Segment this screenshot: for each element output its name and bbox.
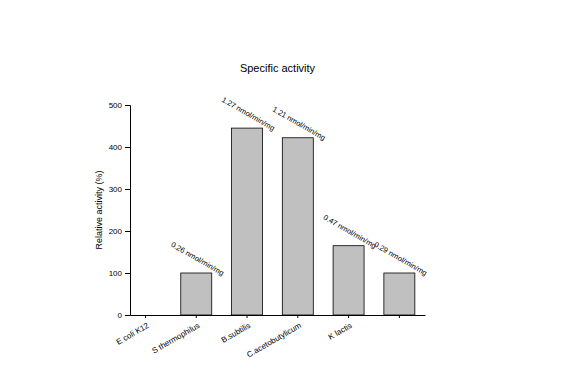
x-tick: K lactis xyxy=(327,315,354,342)
x-tick: C.acetobutylicum xyxy=(245,315,303,359)
y-axis-line xyxy=(125,106,131,316)
y-tick-mark xyxy=(125,147,130,148)
bar-annotation: 0.26 nmol/min/mg xyxy=(169,240,225,278)
y-tick-label: 100 xyxy=(109,269,123,278)
bar xyxy=(181,273,212,315)
x-tick-label: S thermophilus xyxy=(151,321,202,355)
x-tick-mark xyxy=(196,315,197,318)
y-tick: 100 xyxy=(109,269,130,278)
chart: Specific activity Relative activity (%) 0.… xyxy=(0,0,566,375)
x-axis: E coli K12S thermophilus B.subtilisC.acet… xyxy=(115,315,426,359)
x-tick-mark xyxy=(297,315,298,318)
y-tick: 500 xyxy=(109,101,130,110)
y-tick-label: 300 xyxy=(109,185,123,194)
x-tick: E coli K12 xyxy=(115,315,151,347)
x-tick-mark xyxy=(247,315,248,318)
y-axis: 0 100 200 300 400 500 xyxy=(109,101,131,320)
bar-annotation: 1.21 nmol/min/mg xyxy=(271,105,327,143)
x-tick-label: K lactis xyxy=(327,321,354,342)
x-axis-line xyxy=(131,315,426,316)
bar xyxy=(384,273,415,315)
y-tick-mark xyxy=(125,273,130,274)
x-tick-label: B.subtilis xyxy=(220,321,252,345)
y-tick-mark xyxy=(125,231,130,232)
bar-annotation: 0.47 nmol/min/mg xyxy=(322,213,378,251)
y-tick-label: 500 xyxy=(109,101,123,110)
bar xyxy=(333,246,364,315)
y-tick: 300 xyxy=(109,185,130,194)
title: Specific activity xyxy=(240,62,316,74)
bar xyxy=(232,128,263,315)
bar xyxy=(282,138,313,315)
x-tick xyxy=(399,315,400,318)
y-tick: 200 xyxy=(109,227,130,236)
y-tick-label: 0 xyxy=(118,311,123,320)
y-tick-label: 400 xyxy=(109,143,123,152)
y-tick: 400 xyxy=(109,143,130,152)
bars xyxy=(181,128,415,315)
x-tick: B.subtilis xyxy=(220,315,252,345)
y-tick-mark xyxy=(125,189,130,190)
bar-annotation: 1.27 nmol/min/mg xyxy=(220,95,276,133)
x-tick-mark xyxy=(348,315,349,318)
x-tick-label: C.acetobutylicum xyxy=(245,321,303,360)
y-axis-title: Relative activity (%) xyxy=(94,170,104,249)
annotations: 0.26 nmol/min/mg 1.27 nmol/min/mg1.21 nmo… xyxy=(169,95,428,277)
bar-annotation: 0.29 nmol/min/mg xyxy=(373,240,429,278)
x-tick: S thermophilus xyxy=(151,315,202,355)
x-tick-label: E coli K12 xyxy=(115,321,151,347)
y-tick-label: 200 xyxy=(109,227,123,236)
y-tick-mark xyxy=(125,105,130,106)
x-tick-mark xyxy=(399,315,400,318)
y-tick: 0 xyxy=(118,311,130,320)
x-tick-mark xyxy=(145,315,146,318)
y-tick-mark xyxy=(125,315,130,316)
